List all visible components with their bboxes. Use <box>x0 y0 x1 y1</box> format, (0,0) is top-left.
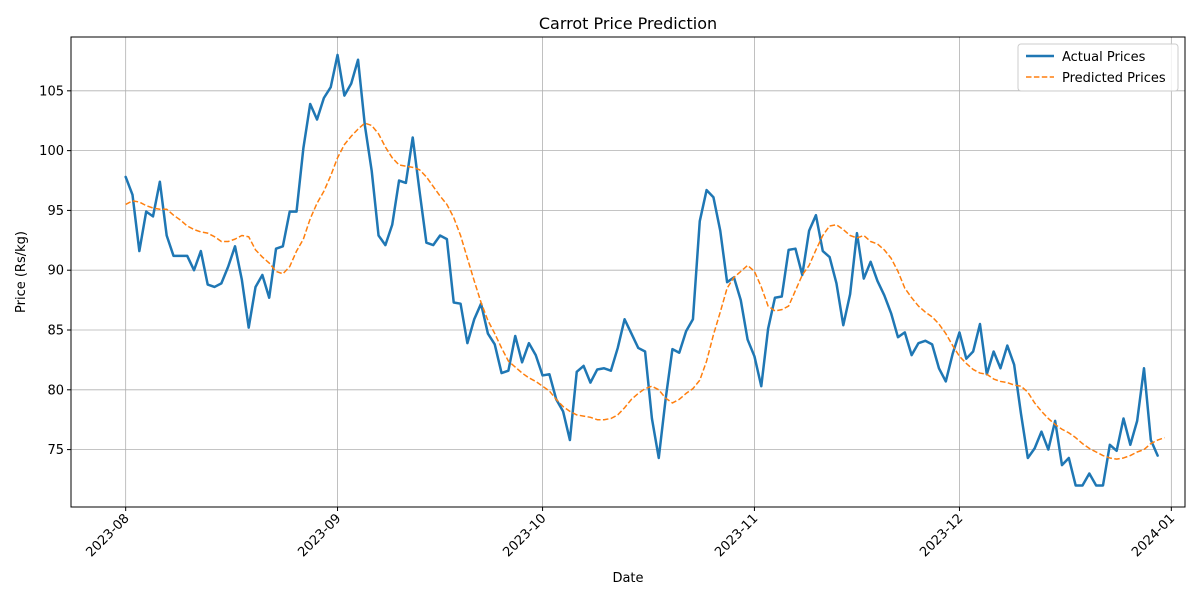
x-axis-title: Date <box>612 571 643 586</box>
y-axis: 75 80 85 90 95 100 105 <box>39 84 71 458</box>
y-tick-label: 90 <box>47 264 64 279</box>
y-axis-title: Price (Rs/kg) <box>14 231 29 313</box>
y-tick-label: 95 <box>47 204 64 219</box>
y-tick-label: 105 <box>39 84 64 99</box>
legend-label-predicted: Predicted Prices <box>1062 71 1166 86</box>
chart-title: Carrot Price Prediction <box>539 14 717 33</box>
grid <box>71 37 1185 507</box>
legend: Actual Prices Predicted Prices <box>1017 43 1179 92</box>
plot-frame <box>70 36 1186 508</box>
legend-box <box>1017 43 1179 92</box>
y-tick-label: 100 <box>39 144 64 159</box>
y-tick-label: 80 <box>47 383 64 398</box>
y-tick-label: 85 <box>47 324 64 339</box>
series-line-actual <box>124 53 1159 487</box>
y-tick-label: 75 <box>47 443 64 458</box>
legend-label-actual: Actual Prices <box>1062 50 1146 65</box>
series-layer <box>124 53 1165 487</box>
